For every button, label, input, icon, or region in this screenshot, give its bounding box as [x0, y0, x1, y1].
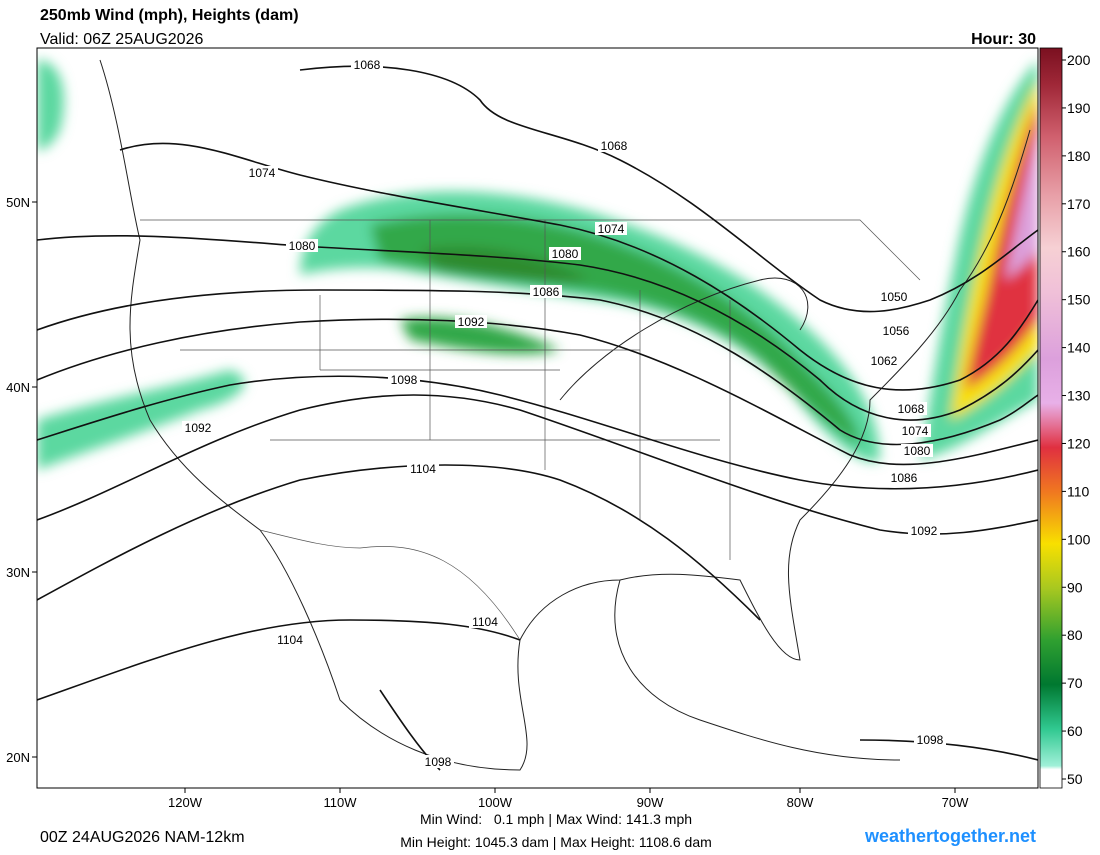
contour-label-bg	[549, 247, 581, 260]
lon-label: 80W	[787, 795, 814, 810]
contour-label-bg	[388, 373, 420, 386]
contour-label: 1080	[552, 247, 579, 261]
contour-label: 1068	[354, 58, 381, 72]
lat-label: 20N	[6, 750, 30, 765]
colorbar-tick-label: 60	[1067, 723, 1083, 739]
colorbar-tick-label: 110	[1067, 483, 1090, 499]
contour-label: 1104	[277, 633, 303, 647]
colorbar-tick-label: 200	[1067, 52, 1091, 68]
colorbar-ticks: 200 190 180 170 160 150 140 130 120 110 100 90 80 70 6…	[1062, 52, 1091, 787]
lat-label: 40N	[6, 380, 30, 395]
lat-label: 50N	[6, 195, 30, 210]
contour-label: 1068	[898, 402, 925, 416]
wind-shading	[37, 60, 1038, 470]
map-axis-labels: 120W 110W 100W 90W 80W 70W 50N 40N 30N 20N	[6, 195, 969, 810]
contour-label: 1092	[185, 421, 212, 435]
contour-label: 1080	[289, 239, 316, 253]
lon-label: 110W	[324, 795, 358, 810]
contour-label-bg	[469, 615, 501, 628]
contour-label-bg	[422, 755, 454, 768]
contour-label-bg	[880, 324, 912, 337]
valid-time: Valid: 06Z 25AUG2026	[40, 31, 203, 48]
contour-label: 1074	[902, 424, 929, 438]
contour-label: 1098	[425, 755, 452, 769]
map-frame	[36, 47, 1039, 789]
contour-labels: 1068 1068 1074 1074 1080 1080 1086 1092 1098 1092…	[182, 58, 946, 769]
contour-label-bg	[351, 58, 383, 71]
borders	[140, 219, 921, 641]
colorbar-tick-label: 130	[1067, 388, 1091, 404]
contour-label: 1104	[410, 462, 436, 476]
contour-label-bg	[407, 462, 439, 475]
colorbar-tick-label: 160	[1067, 244, 1091, 260]
colorbar-tick-label: 100	[1067, 531, 1091, 547]
contour-label-bg	[286, 239, 318, 252]
contour-label: 1068	[601, 139, 628, 153]
contour-label-bg	[888, 471, 920, 484]
map: 1068 1068 1074 1074 1080 1080 1086 1092 1098 1092…	[37, 48, 1038, 788]
colorbar-tick-label: 120	[1067, 435, 1091, 451]
colorbar-tick-label: 90	[1067, 579, 1083, 595]
forecast-hour: Hour: 30	[971, 31, 1036, 48]
contour-label: 1086	[891, 471, 918, 485]
contour-label: 1098	[917, 733, 944, 747]
colorbar-tick-label: 190	[1067, 100, 1091, 116]
lon-label: 90W	[637, 795, 664, 810]
contour-label-bg	[878, 290, 910, 303]
contour-label-bg	[868, 354, 900, 367]
contour-label: 1092	[458, 315, 485, 329]
coastlines	[99, 59, 1031, 771]
contour-label-bg	[914, 733, 946, 746]
contour-label: 1092	[911, 524, 938, 538]
contour-label: 1074	[249, 166, 276, 180]
colorbar-tick-label: 80	[1067, 627, 1083, 643]
model-run: 00Z 24AUG2026 NAM-12km	[40, 829, 245, 846]
lon-label: 120W	[168, 795, 203, 810]
height-stats: Min Height: 1045.3 dam | Max Height: 110…	[400, 834, 712, 850]
colorbar-tick-label: 170	[1067, 196, 1091, 212]
contour-label-bg	[530, 285, 562, 298]
contour-label: 1098	[391, 373, 418, 387]
site-credit: weathertogether.net	[864, 826, 1036, 846]
colorbar-tick-label: 70	[1067, 675, 1083, 691]
wind-stats: Min Wind: 0.1 mph | Max Wind: 141.3 mph	[420, 811, 692, 827]
colorbar	[1039, 47, 1063, 789]
contour-label: 1074	[598, 222, 625, 236]
contour-label-bg	[246, 166, 278, 179]
contour-label-bg	[182, 421, 214, 434]
lon-label: 70W	[942, 795, 969, 810]
colorbar-tick-label: 150	[1067, 292, 1091, 308]
lon-label: 100W	[478, 795, 513, 810]
contour-label-bg	[595, 222, 627, 235]
contour-label-bg	[899, 424, 931, 437]
lat-label: 30N	[6, 565, 30, 580]
contour-label-bg	[895, 402, 927, 415]
contour-label: 1062	[871, 354, 898, 368]
colorbar-tick-label: 140	[1067, 340, 1091, 356]
contour-label: 1050	[881, 290, 908, 304]
contour-label: 1086	[533, 285, 560, 299]
contour-label-bg	[908, 524, 940, 537]
contour-label: 1104	[472, 615, 498, 629]
contour-label-bg	[598, 139, 630, 152]
contour-label-bg	[274, 633, 306, 646]
contour-label-bg	[455, 315, 487, 328]
contour-label: 1056	[883, 324, 910, 338]
contour-label-bg	[901, 444, 933, 457]
title: 250mb Wind (mph), Heights (dam)	[40, 7, 299, 24]
colorbar-tick-label: 180	[1067, 148, 1091, 164]
colorbar-tick-label: 50	[1067, 771, 1083, 787]
contour-label: 1080	[904, 444, 931, 458]
height-contours	[37, 65, 1038, 771]
